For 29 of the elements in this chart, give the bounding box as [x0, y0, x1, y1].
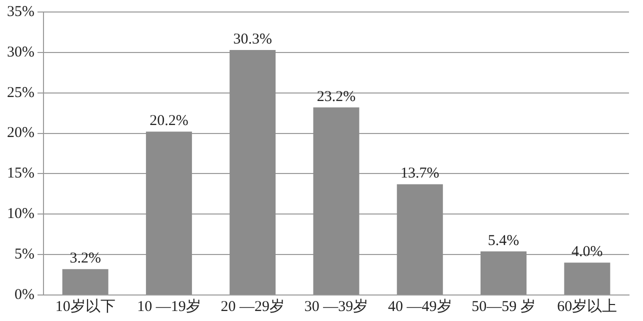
data-label: 5.4%	[488, 232, 520, 249]
bar	[480, 251, 527, 294]
data-label: 20.2%	[150, 113, 188, 130]
bar	[62, 269, 108, 294]
data-label: 13.7%	[400, 166, 440, 182]
x-tick-label: 10岁以下	[55, 298, 116, 315]
x-tick-label: 50—59 岁	[472, 298, 536, 315]
x-tick-label: 40 —49岁	[388, 298, 452, 315]
y-tick-label: 0%	[14, 286, 34, 303]
y-tick-label: 5%	[14, 246, 34, 263]
x-tick-label: 30 —39岁	[304, 298, 368, 315]
bar	[396, 184, 443, 294]
bar	[146, 132, 192, 294]
data-label: 3.2%	[70, 250, 101, 267]
bar	[564, 262, 610, 294]
x-tick-label: 60岁以上	[557, 298, 618, 315]
y-tick-label: 25%	[6, 84, 34, 101]
y-tick-label: 10%	[6, 206, 34, 222]
bar	[230, 50, 276, 294]
y-tick-label: 20%	[6, 125, 34, 142]
x-tick-label: 20 —29岁	[220, 298, 284, 315]
y-tick-label: 30%	[6, 44, 34, 60]
x-tick-label: 10 —19岁	[137, 298, 201, 315]
data-label: 30.3%	[233, 31, 272, 48]
bar	[313, 107, 360, 294]
data-label: 4.0%	[572, 244, 603, 260]
y-tick-label: 15%	[6, 166, 34, 182]
y-tick-label: 35%	[6, 4, 34, 20]
data-label: 23.2%	[316, 88, 356, 105]
